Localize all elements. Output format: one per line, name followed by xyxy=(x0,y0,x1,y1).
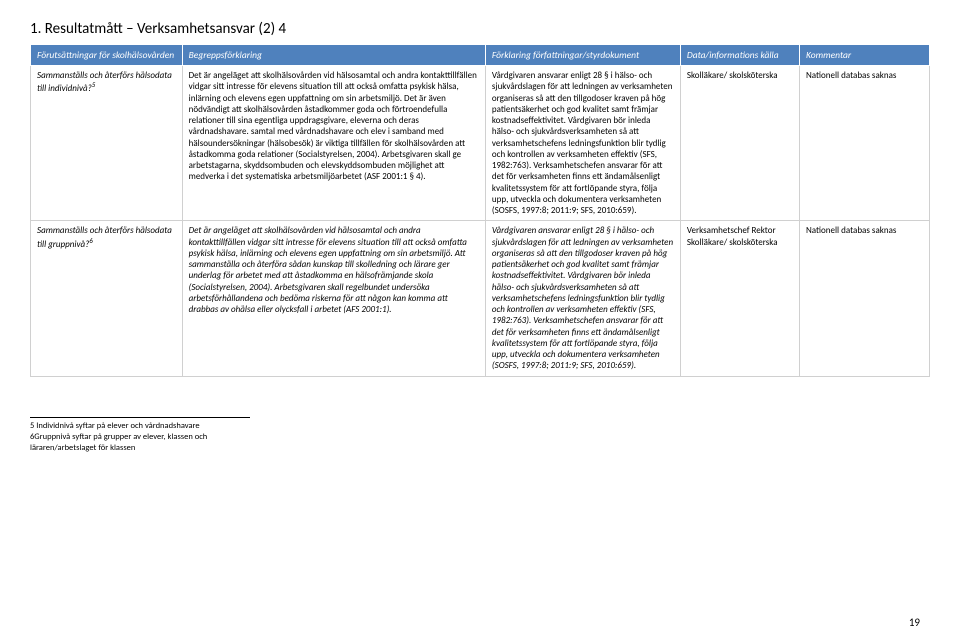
cell-data: Verksamhetschef Rektor Skolläkare/ skols… xyxy=(680,221,799,376)
cell-forklaring: Vårdgivaren ansvarar enligt 28 § i hälso… xyxy=(485,66,680,221)
page-number: 19 xyxy=(909,616,920,629)
cell-kommentar: Nationell databas saknas xyxy=(799,221,929,376)
header-forklaring: Förklaring författningar/styrdokument xyxy=(485,45,680,66)
footnote: 6Gruppnivå syftar på grupper av elever, … xyxy=(30,432,250,454)
page-title: 1. Resultatmått – Verksamhetsansvar (2) … xyxy=(30,20,930,38)
header-data: Data/informations källa xyxy=(680,45,799,66)
row-label: Sammanställs och återförs hälsodata till… xyxy=(31,221,183,376)
cell-data: Skolläkare/ skolsköterska xyxy=(680,66,799,221)
header-forutsattningar: Förutsättningar för skolhälsovården xyxy=(31,45,183,66)
cell-begrepp: Det är angeläget att skolhälsovården vid… xyxy=(182,66,485,221)
cell-forklaring: Vårdgivaren ansvarar enligt 28 § i hälso… xyxy=(485,221,680,376)
cell-kommentar: Nationell databas saknas xyxy=(799,66,929,221)
table-row: Sammanställs och återförs hälsodata till… xyxy=(31,221,930,376)
table-row: Sammanställs och återförs hälsodata till… xyxy=(31,66,930,221)
footnotes: 5 Individnivå syftar på elever och vårdn… xyxy=(30,417,250,454)
header-row: Förutsättningar för skolhälsovården Begr… xyxy=(31,45,930,66)
result-table: Förutsättningar för skolhälsovården Begr… xyxy=(30,44,930,377)
header-begreppsforklaring: Begreppsförklaring xyxy=(182,45,485,66)
footnote: 5 Individnivå syftar på elever och vårdn… xyxy=(30,421,250,432)
header-kommentar: Kommentar xyxy=(799,45,929,66)
cell-begrepp: Det är angeläget att skolhälsovården vid… xyxy=(182,221,485,376)
row-label: Sammanställs och återförs hälsodata till… xyxy=(31,66,183,221)
